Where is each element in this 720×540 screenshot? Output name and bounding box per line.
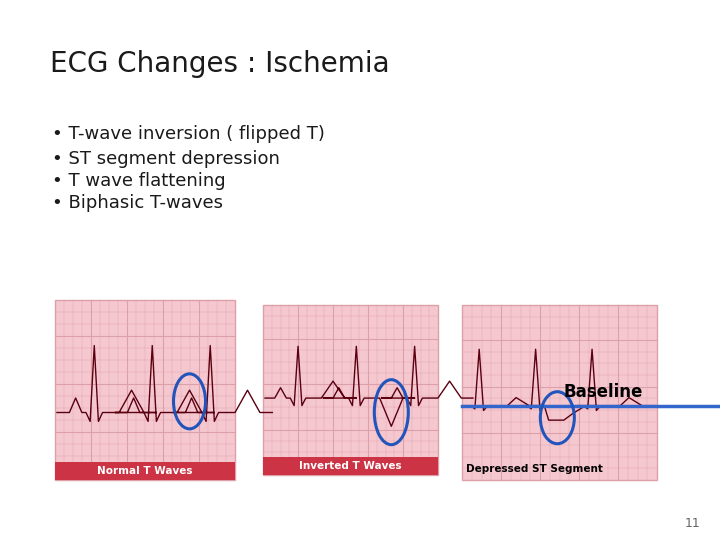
Text: 11: 11 <box>684 517 700 530</box>
Bar <box>55 462 235 480</box>
Text: Depressed ST Segment: Depressed ST Segment <box>466 464 603 474</box>
Bar <box>263 305 438 475</box>
Text: • Biphasic T-waves: • Biphasic T-waves <box>52 194 223 212</box>
Text: • T wave flattening: • T wave flattening <box>52 172 225 190</box>
Text: Normal T Waves: Normal T Waves <box>97 466 193 476</box>
Bar <box>462 462 657 480</box>
Bar <box>55 300 235 480</box>
Text: Inverted T Waves: Inverted T Waves <box>300 461 402 471</box>
Bar <box>462 305 657 480</box>
Text: • T-wave inversion ( flipped T): • T-wave inversion ( flipped T) <box>52 125 325 143</box>
Bar <box>263 457 438 475</box>
Text: ECG Changes : Ischemia: ECG Changes : Ischemia <box>50 50 390 78</box>
Text: • ST segment depression: • ST segment depression <box>52 150 280 168</box>
Text: Baseline: Baseline <box>563 383 643 401</box>
